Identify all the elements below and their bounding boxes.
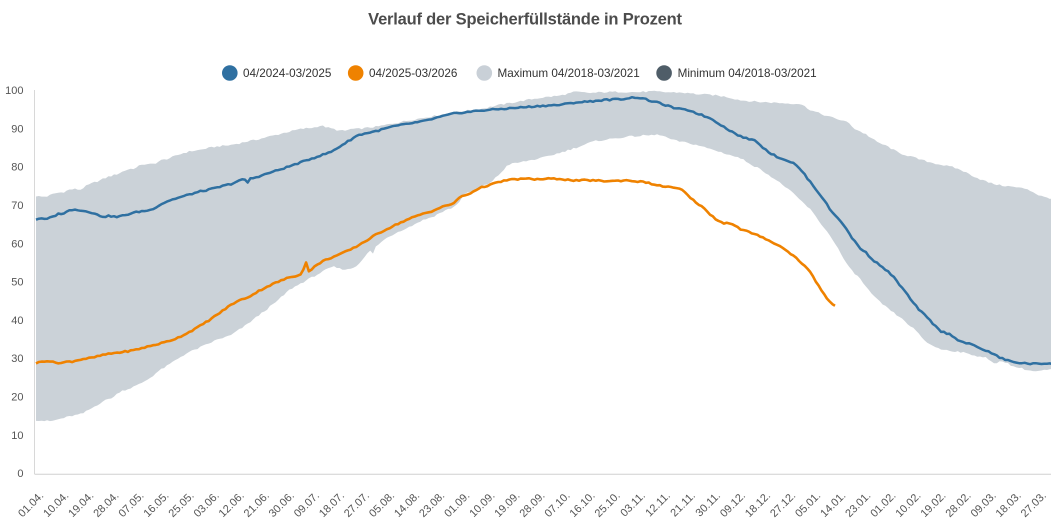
svg-text:10: 10 (11, 430, 23, 442)
svg-text:40: 40 (11, 315, 23, 327)
svg-text:20: 20 (11, 392, 23, 404)
svg-text:100: 100 (5, 85, 23, 97)
svg-text:Maximum 04/2018-03/2021: Maximum 04/2018-03/2021 (498, 67, 640, 80)
svg-text:Minimum 04/2018-03/2021: Minimum 04/2018-03/2021 (678, 67, 817, 80)
svg-text:0: 0 (17, 468, 23, 480)
svg-text:50: 50 (11, 277, 23, 289)
svg-text:Verlauf der Speicherfüllstände: Verlauf der Speicherfüllstände in Prozen… (368, 11, 682, 29)
svg-text:70: 70 (11, 200, 23, 212)
svg-text:30: 30 (11, 353, 23, 365)
svg-text:60: 60 (11, 238, 23, 250)
svg-text:80: 80 (11, 162, 23, 174)
svg-text:90: 90 (11, 123, 23, 135)
svg-text:04/2024-03/2025: 04/2024-03/2025 (243, 67, 332, 80)
svg-text:04/2025-03/2026: 04/2025-03/2026 (369, 67, 457, 80)
